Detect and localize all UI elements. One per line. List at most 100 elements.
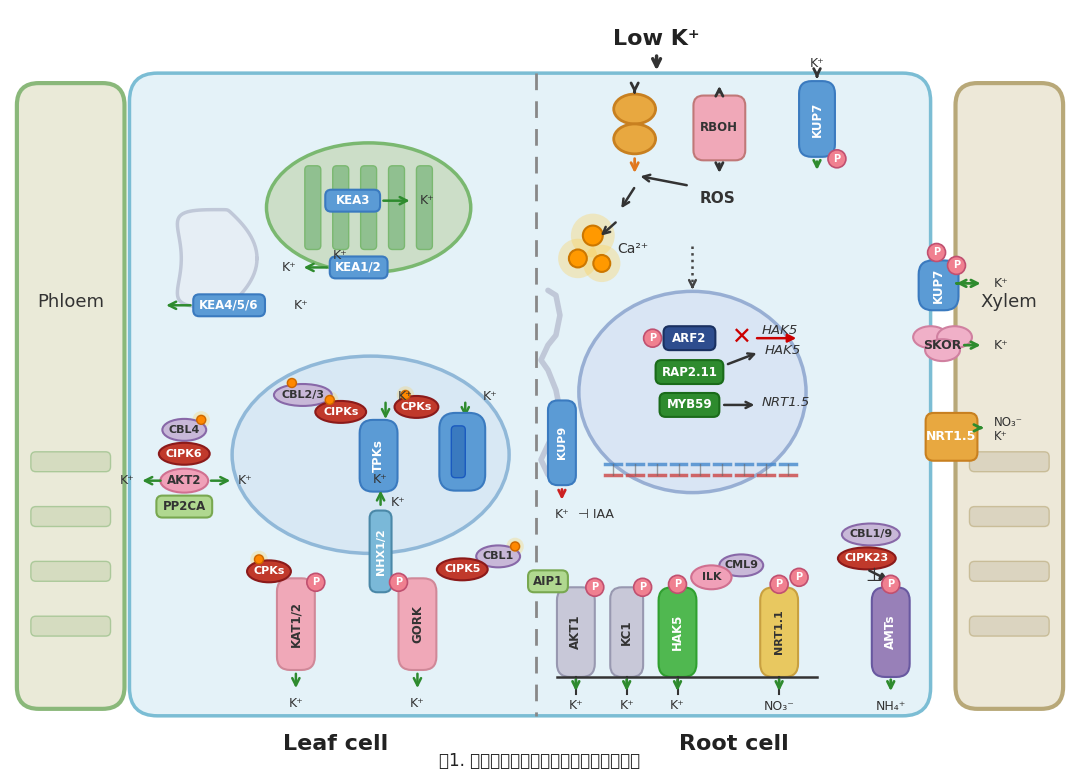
- Text: K⁺: K⁺: [391, 496, 405, 509]
- Ellipse shape: [583, 244, 620, 282]
- Ellipse shape: [558, 239, 597, 278]
- FancyBboxPatch shape: [130, 73, 931, 715]
- FancyBboxPatch shape: [31, 561, 110, 581]
- Ellipse shape: [256, 556, 262, 563]
- Text: KAT1/2: KAT1/2: [289, 601, 302, 647]
- Ellipse shape: [401, 390, 410, 400]
- Text: ⊥: ⊥: [865, 566, 882, 585]
- Ellipse shape: [195, 414, 207, 426]
- Text: CIPK6: CIPK6: [166, 449, 203, 459]
- Text: KC1: KC1: [620, 619, 633, 645]
- Text: K⁺: K⁺: [619, 699, 634, 712]
- Text: Leaf cell: Leaf cell: [283, 734, 389, 753]
- Text: KUP7: KUP7: [932, 268, 945, 303]
- Ellipse shape: [669, 575, 687, 594]
- Text: CML9: CML9: [725, 560, 758, 570]
- Text: NO₃⁻: NO₃⁻: [995, 417, 1024, 429]
- Text: KEA3: KEA3: [336, 194, 369, 207]
- Ellipse shape: [199, 417, 204, 423]
- Text: HAK5: HAK5: [761, 324, 797, 337]
- FancyBboxPatch shape: [276, 578, 314, 670]
- FancyBboxPatch shape: [305, 166, 321, 250]
- Text: K⁺: K⁺: [420, 194, 435, 207]
- Text: AKT2: AKT2: [167, 474, 202, 487]
- Text: K⁺: K⁺: [238, 474, 253, 487]
- Text: PP2CA: PP2CA: [163, 500, 206, 513]
- Text: K⁺: K⁺: [294, 299, 308, 312]
- Text: K⁺: K⁺: [120, 474, 135, 487]
- FancyBboxPatch shape: [31, 507, 110, 526]
- Ellipse shape: [510, 541, 521, 553]
- FancyBboxPatch shape: [417, 166, 432, 250]
- Text: ✕: ✕: [731, 326, 752, 350]
- Ellipse shape: [512, 543, 518, 549]
- FancyBboxPatch shape: [799, 81, 835, 157]
- Text: NO₃⁻: NO₃⁻: [764, 701, 795, 713]
- Ellipse shape: [476, 546, 521, 567]
- FancyBboxPatch shape: [451, 426, 465, 478]
- Text: NRT1.1: NRT1.1: [774, 610, 784, 654]
- FancyBboxPatch shape: [970, 452, 1049, 472]
- Ellipse shape: [403, 392, 408, 398]
- Text: Xylem: Xylem: [981, 293, 1038, 311]
- Text: K⁺: K⁺: [374, 473, 388, 487]
- FancyBboxPatch shape: [31, 452, 110, 472]
- FancyBboxPatch shape: [760, 587, 798, 677]
- Text: GORK: GORK: [411, 605, 424, 643]
- Text: TPC1: TPC1: [456, 435, 469, 469]
- FancyBboxPatch shape: [956, 83, 1063, 708]
- FancyBboxPatch shape: [399, 578, 436, 670]
- Text: Phloem: Phloem: [37, 293, 104, 311]
- Ellipse shape: [613, 124, 656, 154]
- FancyBboxPatch shape: [970, 616, 1049, 636]
- FancyBboxPatch shape: [17, 83, 124, 708]
- Ellipse shape: [691, 566, 731, 589]
- Text: K⁺: K⁺: [483, 390, 498, 404]
- Ellipse shape: [197, 415, 205, 424]
- Text: HAK5: HAK5: [671, 614, 684, 650]
- FancyBboxPatch shape: [333, 166, 349, 250]
- Ellipse shape: [437, 559, 488, 580]
- Ellipse shape: [400, 389, 411, 401]
- Ellipse shape: [838, 547, 895, 570]
- Text: SKOR: SKOR: [923, 338, 962, 352]
- Ellipse shape: [232, 356, 509, 553]
- Text: P: P: [395, 577, 402, 587]
- Text: Ca²⁺: Ca²⁺: [618, 241, 649, 255]
- Ellipse shape: [719, 554, 764, 577]
- Ellipse shape: [947, 257, 966, 275]
- Text: KEA1/2: KEA1/2: [335, 261, 382, 274]
- Ellipse shape: [881, 575, 900, 594]
- Ellipse shape: [507, 538, 524, 555]
- Text: P: P: [649, 333, 657, 343]
- Text: Low K⁺: Low K⁺: [613, 29, 700, 49]
- Text: KUP9: KUP9: [557, 426, 567, 459]
- Text: TPKs: TPKs: [373, 439, 386, 472]
- Text: 圖1. 植物鉀吸收運輸及信號轉導機制示意圖: 圖1. 植物鉀吸收運輸及信號轉導機制示意圖: [440, 752, 640, 770]
- Text: CBL1: CBL1: [483, 552, 514, 561]
- Text: AMTs: AMTs: [885, 615, 897, 650]
- Text: NH₄⁺: NH₄⁺: [876, 701, 906, 713]
- Ellipse shape: [315, 401, 366, 423]
- Text: CPKs: CPKs: [401, 402, 432, 412]
- Text: K⁺: K⁺: [399, 390, 413, 404]
- FancyBboxPatch shape: [919, 261, 958, 310]
- FancyBboxPatch shape: [610, 587, 643, 677]
- Text: P: P: [591, 582, 598, 592]
- FancyBboxPatch shape: [361, 166, 377, 250]
- Text: CIPK5: CIPK5: [444, 564, 481, 574]
- Text: K⁺: K⁺: [995, 431, 1008, 443]
- Text: K⁺: K⁺: [810, 57, 824, 70]
- Text: P: P: [775, 580, 783, 589]
- FancyBboxPatch shape: [926, 413, 977, 461]
- Text: ARF2: ARF2: [672, 331, 706, 345]
- Ellipse shape: [267, 143, 471, 272]
- Text: K⁺: K⁺: [568, 699, 583, 712]
- Ellipse shape: [394, 396, 438, 418]
- Ellipse shape: [842, 524, 900, 546]
- Text: CBL1/9: CBL1/9: [849, 529, 892, 539]
- Ellipse shape: [644, 329, 662, 347]
- Text: HAK5: HAK5: [765, 344, 800, 357]
- Text: K⁺: K⁺: [333, 249, 347, 262]
- Text: MYB59: MYB59: [666, 398, 713, 411]
